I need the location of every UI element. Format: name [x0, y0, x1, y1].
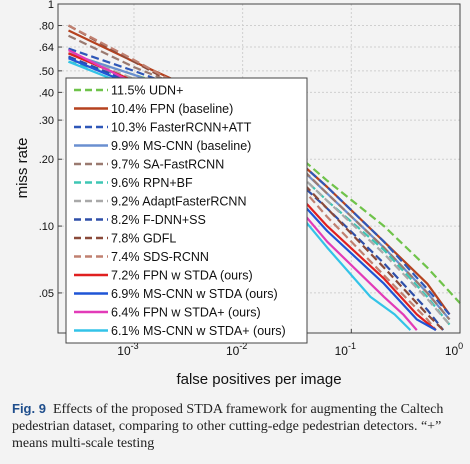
x-tick-label: 100 [445, 341, 463, 358]
series-line [68, 34, 451, 321]
y-tick-label: .40 [39, 87, 54, 99]
legend-label: 7.2% FPN w STDA (ours) [111, 269, 253, 283]
y-axis-label: miss rate [14, 138, 31, 199]
legend-label: 6.9% MS-CNN w STDA (ours) [111, 287, 278, 301]
legend-label: 11.5% UDN+ [111, 84, 183, 98]
legend-label: 7.8% GDFL [111, 232, 176, 246]
legend-label: 9.6% RPN+BF [111, 176, 193, 190]
y-tick-label: .20 [39, 154, 54, 166]
legend-label: 9.7% SA-FastRCNN [111, 158, 224, 172]
series-line [67, 24, 437, 331]
legend-box [65, 77, 308, 344]
x-tick-label: 10-1 [335, 341, 356, 358]
legend-label: 9.2% AdaptFasterRCNN [111, 195, 246, 209]
legend-label: 9.9% MS-CNN (baseline) [111, 139, 251, 153]
y-tick-label: .30 [39, 115, 54, 127]
caption-text: Effects of the proposed STDA framework f… [12, 402, 444, 451]
x-axis-label: false positives per image [176, 371, 341, 388]
legend-label: 8.2% F-DNN+SS [111, 213, 206, 227]
series-line [68, 52, 461, 304]
y-tick-label: .64 [39, 42, 54, 54]
legend-label: 6.4% FPN w STDA+ (ours) [111, 306, 261, 320]
caption-label: Fig. 9 [12, 401, 46, 416]
series-line [68, 55, 445, 331]
figure-caption: Fig. 9 Effects of the proposed STDA fram… [12, 400, 464, 452]
legend: 11.5% UDN+ 10.4% FPN (baseline) 10.3% Fast… [65, 77, 308, 344]
legend-label: 7.4% SDS-RCNN [111, 250, 209, 264]
legend-label: 6.1% MS-CNN w STDA+ (ours) [111, 324, 286, 338]
series-line [67, 24, 444, 331]
y-tick-label: .10 [39, 221, 54, 233]
y-tick-label: 1 [48, 0, 54, 11]
y-tick-label: .80 [39, 21, 54, 33]
x-tick-label: 10-2 [226, 341, 247, 358]
legend-label: 10.4% FPN (baseline) [111, 102, 233, 116]
series-line [68, 52, 451, 326]
x-tick-label: 10-3 [117, 341, 138, 358]
legend-label: 10.3% FasterRCNN+ATT [111, 121, 252, 135]
chart: 10-3 10-2 10-1 100 1 .80 .64 .50 .40 .30 .20 .10 .05… [14, 0, 463, 388]
y-tick-label: .50 [39, 66, 54, 78]
ticks: 10-3 10-2 10-1 100 1 .80 .64 .50 .40 .30 .20 .10 .05 [39, 0, 463, 358]
y-tick-label: .05 [39, 288, 54, 300]
